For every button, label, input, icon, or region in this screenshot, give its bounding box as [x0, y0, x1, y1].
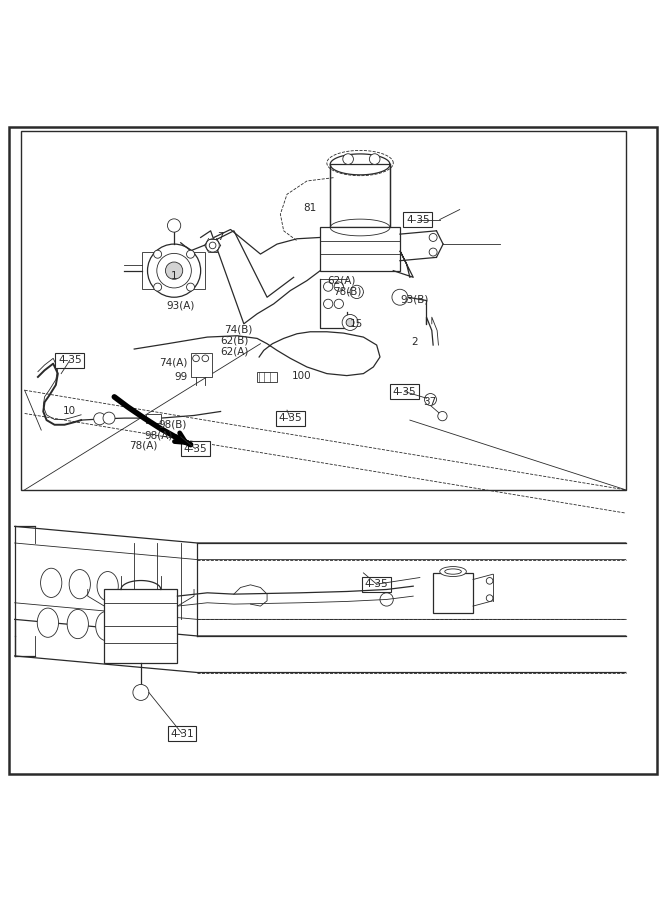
Circle shape	[209, 242, 216, 248]
Ellipse shape	[69, 570, 91, 599]
Circle shape	[350, 285, 364, 299]
Bar	[142, 252, 205, 289]
Text: 98(B): 98(B)	[159, 419, 187, 430]
Text: 93(B): 93(B)	[400, 295, 428, 305]
Circle shape	[429, 248, 437, 256]
Ellipse shape	[37, 608, 59, 637]
Text: 10: 10	[63, 407, 75, 417]
Ellipse shape	[95, 611, 117, 641]
Text: 62(A): 62(A)	[221, 346, 249, 356]
Bar	[146, 414, 161, 423]
Text: 93(A): 93(A)	[166, 301, 195, 310]
Text: 15: 15	[350, 319, 364, 328]
Text: 98(A): 98(A)	[144, 430, 173, 440]
Circle shape	[346, 319, 354, 327]
Text: 62(B): 62(B)	[221, 336, 249, 346]
Text: 78(A): 78(A)	[129, 440, 158, 450]
Circle shape	[206, 238, 219, 252]
Circle shape	[392, 289, 408, 305]
Bar	[191, 353, 212, 377]
Text: 78(B): 78(B)	[334, 287, 362, 297]
Circle shape	[424, 393, 436, 406]
Circle shape	[94, 413, 105, 425]
Ellipse shape	[440, 567, 466, 577]
Circle shape	[193, 355, 199, 362]
Text: 4-35: 4-35	[365, 580, 388, 590]
Circle shape	[187, 284, 195, 291]
Circle shape	[187, 250, 195, 258]
Text: 99: 99	[174, 372, 187, 382]
Circle shape	[429, 233, 437, 241]
Ellipse shape	[445, 569, 462, 574]
Text: 7: 7	[217, 232, 224, 242]
Text: 1: 1	[171, 271, 177, 281]
Circle shape	[202, 355, 209, 362]
Ellipse shape	[97, 572, 118, 601]
Circle shape	[486, 578, 493, 584]
Ellipse shape	[67, 609, 89, 639]
Bar	[257, 373, 277, 382]
Ellipse shape	[41, 568, 62, 598]
Circle shape	[486, 595, 493, 601]
Text: 4-35: 4-35	[183, 444, 207, 454]
Circle shape	[438, 411, 447, 421]
Bar	[21, 131, 626, 490]
Circle shape	[153, 250, 161, 258]
Circle shape	[323, 299, 333, 309]
Circle shape	[343, 154, 354, 165]
Text: 74(B): 74(B)	[224, 324, 252, 334]
Circle shape	[167, 219, 181, 232]
Circle shape	[157, 254, 191, 288]
Circle shape	[103, 412, 115, 424]
Text: 74(A): 74(A)	[159, 357, 188, 367]
Bar	[433, 573, 473, 613]
Text: 62(A): 62(A)	[327, 275, 356, 285]
Circle shape	[153, 284, 161, 291]
Text: 2: 2	[412, 338, 418, 347]
Text: 100: 100	[291, 371, 311, 381]
Text: 81: 81	[303, 202, 317, 212]
Circle shape	[147, 244, 201, 297]
Bar	[104, 590, 177, 662]
Text: 4-35: 4-35	[279, 413, 302, 423]
Circle shape	[165, 262, 183, 279]
Bar	[320, 228, 400, 271]
Text: 4-35: 4-35	[393, 386, 416, 397]
Text: 4-31: 4-31	[170, 729, 194, 739]
Bar	[330, 165, 390, 228]
Circle shape	[370, 154, 380, 165]
Circle shape	[342, 314, 358, 330]
Circle shape	[380, 593, 394, 606]
Circle shape	[133, 685, 149, 700]
Circle shape	[323, 282, 333, 292]
Text: 4-35: 4-35	[406, 214, 430, 224]
Circle shape	[334, 282, 344, 292]
Text: 4-35: 4-35	[58, 356, 81, 365]
Circle shape	[334, 299, 344, 309]
Text: 37: 37	[423, 397, 436, 407]
